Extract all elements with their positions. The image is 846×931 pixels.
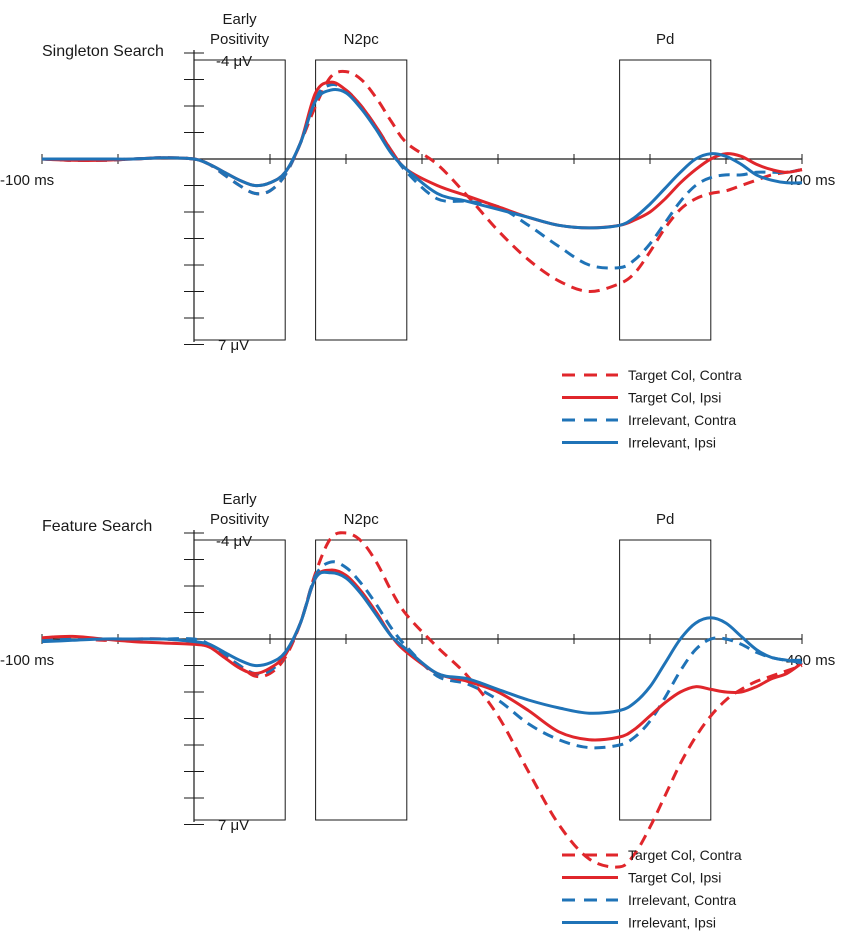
series-line-irrelevant-ipsi xyxy=(41,570,803,715)
legend-label: Target Col, Ipsi xyxy=(628,870,721,886)
window-label: Positivity xyxy=(210,31,270,48)
x-start-label: -100 ms xyxy=(0,172,54,189)
window-label: Pd xyxy=(656,31,674,48)
y-bottom-label: 7 μV xyxy=(218,817,249,834)
series-line-irrelevant-contra xyxy=(41,83,803,270)
window-label: Positivity xyxy=(210,511,270,528)
legend-label: Irrelevant, Ipsi xyxy=(628,915,716,931)
window-label: Early xyxy=(223,491,258,508)
y-bottom-label: 7 μV xyxy=(218,337,249,354)
window-label: N2pc xyxy=(344,511,380,528)
legend-label: Target Col, Ipsi xyxy=(628,390,721,406)
window-label: Early xyxy=(223,11,258,28)
window-box xyxy=(193,539,286,821)
panel-title: Feature Search xyxy=(42,518,152,535)
feature-search-panel: Feature Search Early Positivity N2pc Pd -4 … xyxy=(0,491,835,931)
legend-label: Target Col, Contra xyxy=(628,847,742,863)
window-label: Pd xyxy=(656,511,674,528)
series-line-irrelevant-contra xyxy=(41,560,803,750)
series-line-irrelevant-ipsi xyxy=(42,88,803,230)
legend-label: Irrelevant, Ipsi xyxy=(628,435,716,451)
window-box xyxy=(193,59,286,341)
legend: Target Col, Contra Target Col, Ipsi Irrele… xyxy=(562,847,742,931)
series-line-target-col-ipsi xyxy=(41,568,803,742)
window-box xyxy=(619,539,712,821)
legend: Target Col, Contra Target Col, Ipsi Irrele… xyxy=(562,367,742,451)
y-top-label: -4 μV xyxy=(216,53,252,70)
window-box xyxy=(315,59,408,341)
window-label: N2pc xyxy=(344,31,380,48)
panel-title: Singleton Search xyxy=(42,43,164,60)
legend-label: Target Col, Contra xyxy=(628,367,742,383)
series-line-target-col-contra xyxy=(41,531,803,869)
legend-label: Irrelevant, Contra xyxy=(628,412,736,428)
window-box xyxy=(619,59,712,341)
x-end-label: 400 ms xyxy=(786,172,835,189)
legend-label: Irrelevant, Contra xyxy=(628,892,736,908)
singleton-search-panel: Singleton Search Early Positivity N2pc Pd -… xyxy=(0,11,835,451)
x-start-label: -100 ms xyxy=(0,652,54,669)
y-top-label: -4 μV xyxy=(216,533,252,550)
